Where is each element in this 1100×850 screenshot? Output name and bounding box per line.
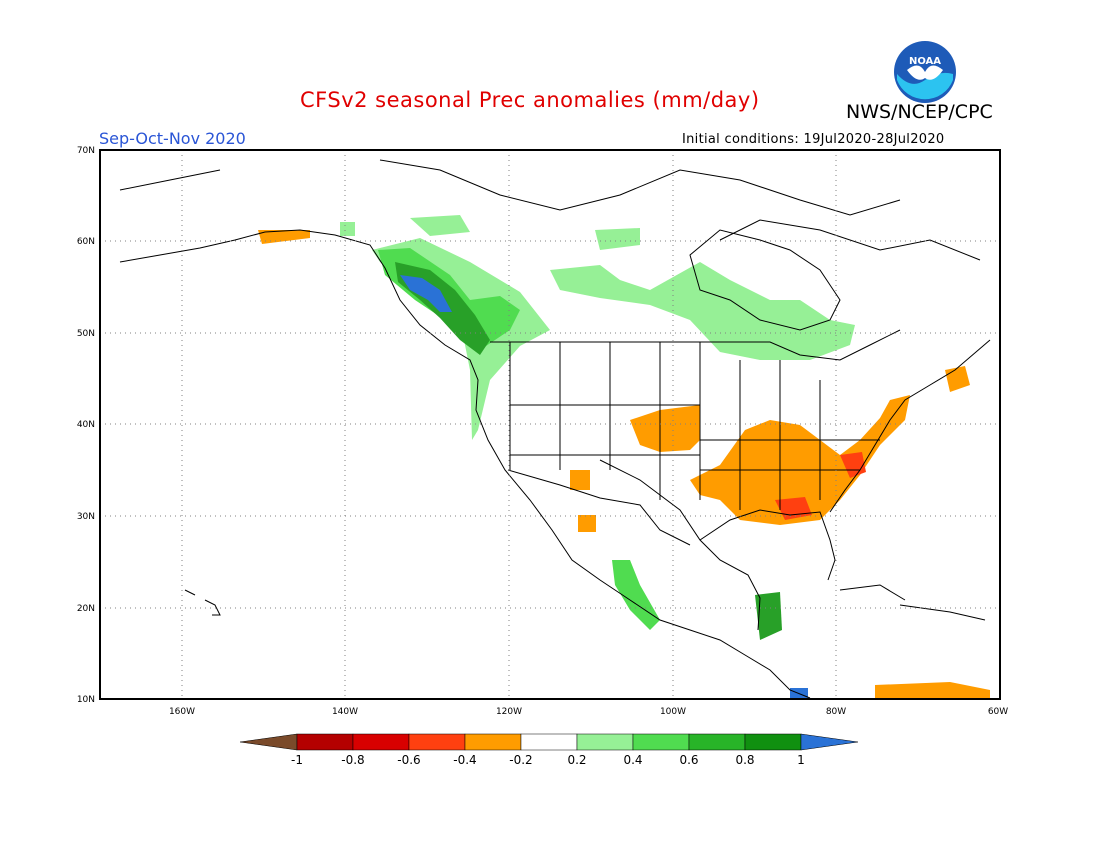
colorbar-tick: 1 — [797, 753, 805, 767]
colorbar-cell — [408, 733, 466, 751]
lat-label: 60N — [77, 237, 95, 247]
coastline-gulf — [599, 339, 991, 631]
states-west — [509, 342, 701, 500]
anomaly-wet-light-nw — [372, 238, 550, 440]
colorbar-cell — [744, 733, 802, 751]
initial-conditions-label: Initial conditions: 19Jul2020-28Jul2020 — [682, 132, 945, 147]
anomaly-wet-blue-nw — [400, 275, 452, 312]
anomaly-dry-red-carolina — [840, 452, 866, 478]
lat-label: 50N — [77, 329, 95, 339]
season-label: Sep-Oct-Nov 2020 — [99, 129, 246, 148]
lat-label: 40N — [77, 420, 95, 430]
colorbar-tick: -0.8 — [341, 753, 364, 767]
colorbar-cell — [632, 733, 690, 751]
anomaly-wet-mexico — [612, 560, 660, 630]
lon-label: 140W — [332, 707, 358, 717]
anomaly-dry-central — [630, 405, 700, 452]
colorbar-tick: 0.8 — [735, 753, 754, 767]
noaa-logo: NOAA — [894, 41, 956, 103]
coastline-arctic — [119, 159, 981, 261]
anomaly-dry-se — [690, 395, 910, 525]
anomaly-wet-light-canada — [550, 262, 855, 360]
colorbar-ticks: -1 -0.8 -0.6 -0.4 -0.2 0.2 0.4 0.6 0.8 1 — [291, 753, 805, 767]
colorbar-cell — [576, 733, 634, 751]
coastline-north-america — [119, 229, 811, 699]
hawaii — [184, 589, 221, 616]
lat-label: 30N — [77, 512, 95, 522]
caribbean-islands — [839, 584, 986, 621]
colorbar-tick: 0.6 — [679, 753, 698, 767]
colorbar-tick: -0.6 — [397, 753, 420, 767]
lon-label: 100W — [660, 707, 686, 717]
anomaly-wet-light-north2 — [410, 215, 470, 236]
colorbar-tick: -0.2 — [509, 753, 532, 767]
colorbar-cell — [464, 733, 522, 751]
lat-label: 20N — [77, 604, 95, 614]
lon-label: 160W — [169, 707, 195, 717]
lon-axis-labels: 160W 140W 120W 100W 80W 60W — [169, 707, 1008, 717]
colorbar-cell — [352, 733, 410, 751]
lat-axis-labels: 70N 60N 50N 40N 30N 20N 10N — [77, 146, 95, 705]
anomaly-dry-caribbean — [875, 682, 990, 698]
colorbar-tick: -1 — [291, 753, 303, 767]
anomaly-wet-yucatan — [755, 592, 782, 640]
logo-text: NOAA — [909, 56, 941, 67]
lon-label: 120W — [496, 707, 522, 717]
anomaly-wet-light-north3 — [340, 222, 355, 236]
coastlines — [119, 159, 991, 699]
border-us-mexico — [507, 469, 691, 546]
graticule — [100, 150, 1000, 699]
map-title: CFSv2 seasonal Prec anomalies (mm/day) — [300, 88, 760, 112]
states-east — [700, 360, 880, 510]
coastline-hudson — [689, 229, 841, 331]
lon-label: 60W — [988, 707, 1008, 717]
colorbar-cell — [239, 733, 298, 751]
colorbar-tick: 0.4 — [623, 753, 642, 767]
border-us-canada — [490, 329, 901, 361]
anomaly-dry-baja — [578, 515, 596, 532]
colorbar-tick: 0.2 — [567, 753, 586, 767]
colorbar-cell — [688, 733, 746, 751]
org-label: NWS/NCEP/CPC — [846, 101, 993, 123]
anomaly-dry-mexico — [570, 470, 590, 490]
map-frame — [99, 149, 1001, 700]
colorbar — [239, 733, 859, 751]
colorbar-cell — [520, 733, 578, 751]
colorbar-cell — [800, 733, 859, 751]
lon-label: 80W — [826, 707, 846, 717]
lat-label: 10N — [77, 695, 95, 705]
lat-label: 70N — [77, 146, 95, 156]
anomaly-wet-light-north — [595, 228, 640, 250]
anomaly-shading — [258, 215, 990, 698]
colorbar-tick: -0.4 — [453, 753, 476, 767]
colorbar-cell — [296, 733, 354, 751]
anomaly-dry-ne — [945, 366, 970, 392]
